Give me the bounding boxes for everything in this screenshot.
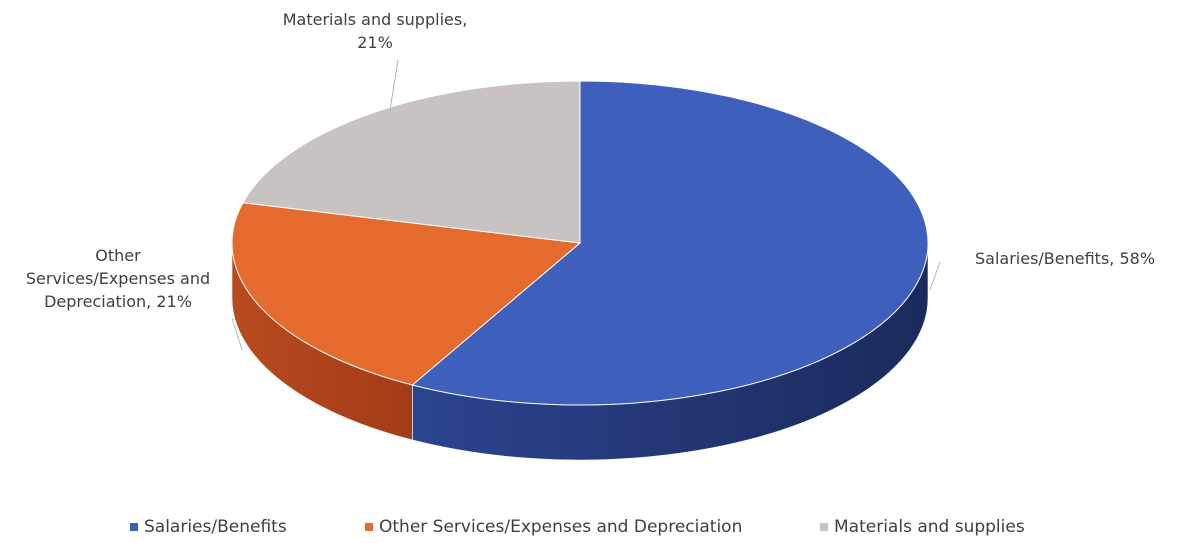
pie-tops xyxy=(231,80,929,406)
legend-label-salaries-benefits: Salaries/Benefits xyxy=(144,517,287,537)
leader-line-materials-supplies xyxy=(389,59,399,111)
data-label-salaries-benefits: Salaries/Benefits, 58% xyxy=(975,249,1155,268)
legend-swatch-salaries-benefits xyxy=(130,523,138,531)
leader-line-other-services xyxy=(231,317,243,351)
slice-other-services xyxy=(231,202,582,386)
slice-salaries-benefits xyxy=(411,80,929,406)
legend: Salaries/Benefits Other Services/Expenses… xyxy=(130,517,1025,537)
slice-materials-supplies xyxy=(242,80,581,244)
data-label-other-services: Other Services/Expenses and Depreciation, … xyxy=(26,246,210,311)
legend-label-other-services: Other Services/Expenses and Depreciation xyxy=(379,517,742,537)
legend-label-materials-supplies: Materials and supplies xyxy=(834,517,1025,537)
leader-line-salaries-benefits xyxy=(929,261,941,291)
data-labels: Salaries/Benefits, 58% Other Services/Expe… xyxy=(26,10,1155,351)
data-label-materials-supplies: Materials and supplies, 21% xyxy=(283,10,468,52)
legend-swatch-other-services xyxy=(365,523,373,531)
legend-swatch-materials-supplies xyxy=(820,523,828,531)
